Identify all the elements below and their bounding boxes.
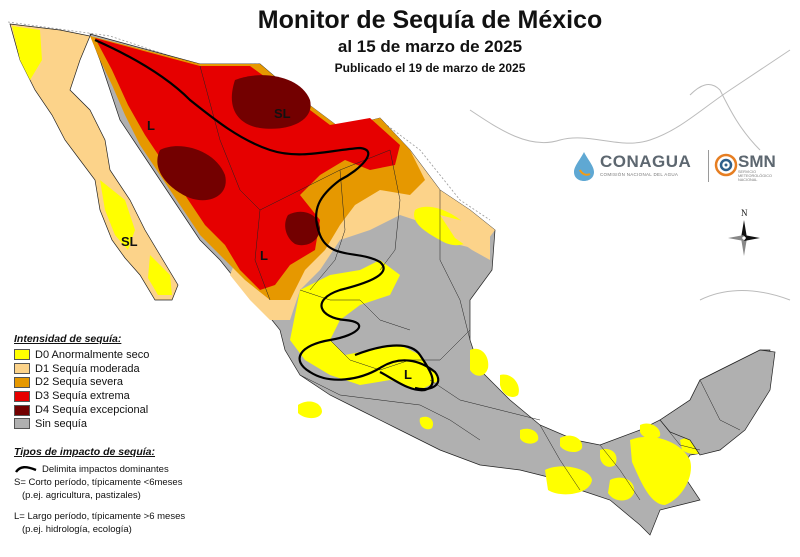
legend-swatch [14,418,30,430]
boundary-line [329,329,471,371]
florida-coast [689,84,761,151]
legend-item: D3 Sequía extrema [14,389,254,403]
legend-label: D4 Sequía excepcional [35,404,149,417]
legend-item: D2 Sequía severa [14,376,254,390]
impact-boundary-center [354,344,434,392]
us-coastline [469,49,791,144]
legend-label: Sin sequía [35,417,87,430]
legend-swatch [14,390,30,402]
baja-d0 [12,26,42,80]
boundary-line [299,289,411,331]
legend-label: D2 Sequía severa [35,376,124,389]
legend-swatch [14,376,30,388]
region-d4-sonora [157,146,226,201]
legend-item: D1 Sequía moderada [14,362,254,376]
state-boundaries [199,65,741,501]
region-d0-veracruz [470,348,489,376]
region-d0-veracruz2 [500,374,519,397]
region-d0-oaxaca [545,466,592,495]
label-l-central: L [404,367,412,382]
label-l-north: L [147,118,155,133]
legend-title: Intensidad de sequía: [14,333,122,345]
region-d0-east [520,428,539,444]
legend-swatch [14,349,30,361]
boundary-line [254,209,271,301]
smn-logo-subtext: SERVICIO METEOROLÓGICO NACIONAL [738,170,772,183]
conagua-logo-subtext: COMISIÓN NACIONAL DEL AGUA [600,172,679,177]
conagua-logo-text: CONAGUA [600,152,692,171]
cuba-outline [699,290,791,301]
legend-item: D0 Anormalmente seco [14,348,254,362]
map-published: Publicado el 19 de marzo de 2025 [334,61,526,75]
north-arrow-icon: N [728,208,760,256]
legend-swatch [14,404,30,416]
label-sl-baja: SL [121,234,138,249]
boundary-line [379,149,401,271]
boundary-line [309,169,346,291]
region-d1-tamaulipas [440,215,490,260]
impact-boundary-label: Delimita impactos dominantes [42,463,169,475]
smn-spiral-icon [714,153,738,177]
boundary-line [439,190,471,341]
impact-long-1: L= Largo período, típicamente >6 meses [14,510,186,522]
map-date: al 15 de marzo de 2025 [337,37,523,56]
label-sl-north: SL [274,106,291,121]
region-d0-central [290,260,440,390]
region-d0-michoacan [560,435,583,453]
boundary-line [539,424,581,491]
baja-peninsula [9,23,179,301]
conagua-drop-icon [574,152,594,181]
baja-d0-tip [148,255,172,295]
region-d0-guerrero [419,416,434,430]
smn-logo-text: SMN [738,152,776,171]
label-l-west: L [260,248,268,263]
boundary-line [429,379,541,421]
map-title: Monitor de Sequía de México [257,6,603,34]
impact-long-2: (p.ej. hidrología, ecología) [22,524,132,536]
impacts-title: Tipos de impacto de sequía: [14,445,156,458]
legend-label: D0 Anormalmente seco [35,348,150,361]
legend-item: Sin sequía [14,417,254,431]
legend: Intensidad de sequía: D0 Anormalmente se… [14,333,254,536]
region-d0-tabasco [630,436,691,505]
boundary-line [199,65,261,211]
agency-logos: CONAGUA COMISIÓN NACIONAL DEL AGUA SMN S… [572,148,776,186]
region-d0-gulf [640,423,661,439]
legend-label: D1 Sequía moderada [35,362,140,375]
region-d0-se [600,449,617,467]
region-d0-chiapas [608,477,635,501]
impact-boundary-north [94,38,440,391]
legend-label: D3 Sequía extrema [35,390,130,403]
legend-swatch [14,363,30,375]
legend-item: D4 Sequía excepcional [14,403,254,417]
impact-short-2: (p.ej. agricultura, pastizales) [22,490,141,502]
region-d4-north [231,75,311,129]
compass-n-label: N [741,208,748,218]
impact-boundary-key: Delimita impactos dominantes [14,464,254,475]
region-d0-jalisco [298,401,322,419]
region-d4-center [285,211,320,246]
region-d3 [95,38,400,290]
boundary-line [299,374,481,441]
boundary-line [699,379,741,431]
boundary-line [599,444,641,501]
boundary-line [659,419,701,451]
baja-d0-south [100,180,135,250]
impact-short-1: S= Corto período, típicamente <6meses [14,476,183,488]
impact-boundaries [94,38,440,392]
logo-separator [708,150,709,182]
impact-line-icon [15,466,37,474]
